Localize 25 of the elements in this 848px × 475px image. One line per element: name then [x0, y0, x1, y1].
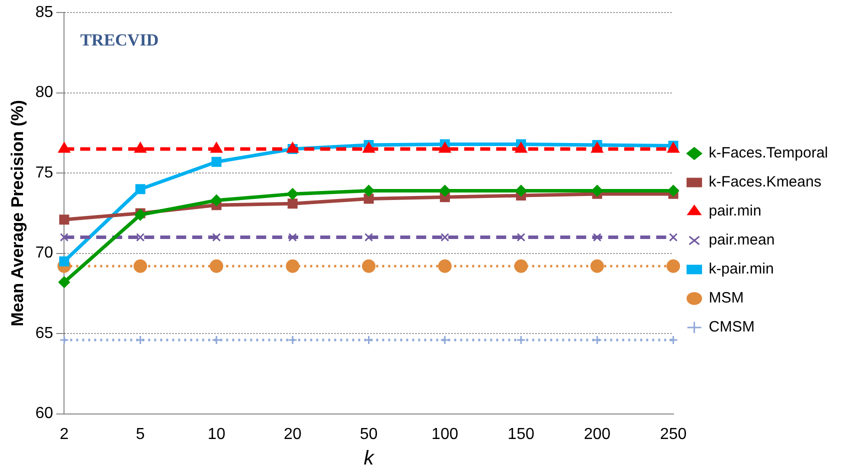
y-axis-title: Mean Average Precision (%)	[8, 100, 27, 326]
x-tick-label: 100	[432, 426, 458, 443]
legend-label: k-Faces.Temporal	[708, 144, 828, 162]
x-axis-title: k	[364, 448, 375, 470]
legend-label: k-Faces.Kmeans	[708, 174, 822, 191]
y-tick-label: 70	[35, 244, 54, 262]
y-tick-label: 75	[35, 164, 54, 182]
legend-label: pair.mean	[708, 232, 775, 249]
x-tick-label: 2	[60, 426, 69, 443]
legend-label: CMSM	[708, 318, 755, 336]
legend-label: k-pair.min	[708, 260, 774, 278]
x-tick-label: 20	[284, 426, 302, 443]
y-tick-label: 85	[35, 4, 54, 22]
legend-label: MSM	[708, 290, 744, 307]
legend-label: pair.min	[708, 202, 762, 220]
x-tick-label: 200	[584, 426, 611, 443]
x-tick-label: 250	[660, 426, 687, 443]
y-tick-label: 60	[35, 405, 54, 422]
x-tick-label: 5	[136, 426, 145, 443]
x-tick-label: 50	[360, 426, 378, 443]
y-tick-label: 65	[35, 324, 54, 342]
annotation: TRECVID	[80, 30, 159, 50]
x-tick-label: 150	[508, 426, 534, 443]
y-tick-label: 80	[35, 84, 54, 102]
x-tick-label: 10	[208, 426, 226, 443]
